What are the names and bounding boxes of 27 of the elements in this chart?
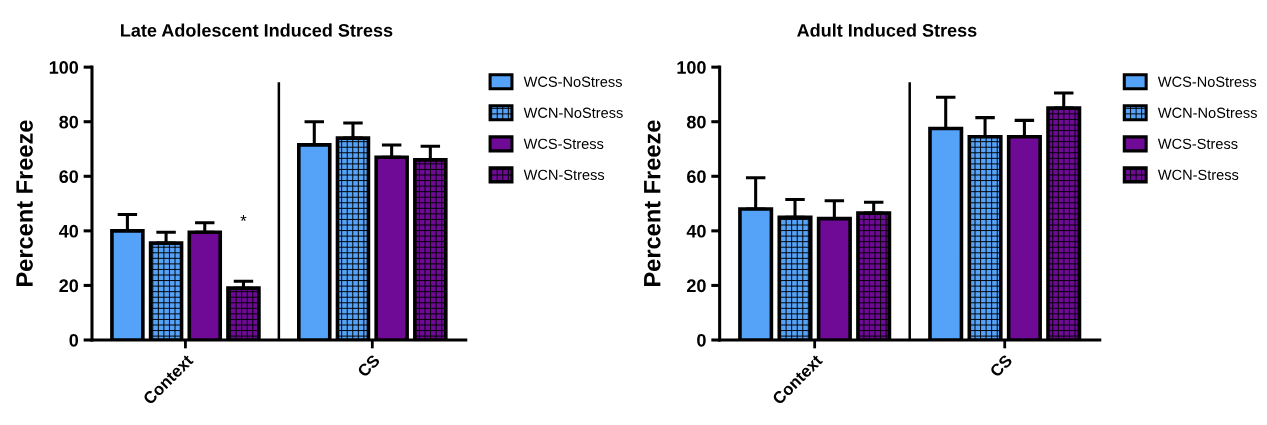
y-tick-label: 100 bbox=[49, 61, 79, 74]
y-tick-label: 20 bbox=[687, 279, 706, 293]
legend-label: WCN-NoStress bbox=[1157, 107, 1257, 118]
chart-title: Adult Induced Stress bbox=[797, 23, 977, 37]
y-axis-title: Percent Freeze bbox=[644, 120, 661, 286]
legend-label: WCS-NoStress bbox=[1157, 76, 1257, 87]
y-axis-title: Percent Freeze bbox=[16, 120, 33, 286]
y-tick-label: 40 bbox=[686, 224, 706, 238]
y-tick-label: 0 bbox=[69, 333, 79, 347]
legend-label: WCN-Stress bbox=[523, 169, 605, 180]
x-tick-label: CS bbox=[356, 353, 381, 378]
legend-label: WCS-Stress bbox=[1157, 138, 1238, 149]
chart-title: Late Adolescent Induced Stress bbox=[121, 23, 393, 37]
legend-label: WCS-NoStress bbox=[523, 76, 622, 87]
y-tick-label: 20 bbox=[59, 279, 79, 293]
y-tick-label: 40 bbox=[58, 224, 79, 238]
x-tick-label: CS bbox=[989, 353, 1013, 378]
y-tick-label: 0 bbox=[697, 333, 706, 347]
y-tick-label: 80 bbox=[686, 115, 706, 129]
y-tick-label: 80 bbox=[59, 115, 79, 129]
legend-label: WCN-Stress bbox=[1157, 169, 1239, 180]
y-tick-label: 60 bbox=[687, 170, 706, 184]
y-tick-label: 100 bbox=[677, 61, 706, 74]
annotation: * bbox=[240, 215, 247, 221]
y-tick-label: 60 bbox=[59, 170, 79, 184]
legend-label: WCS-Stress bbox=[523, 138, 604, 149]
legend-label: WCN-NoStress bbox=[523, 107, 623, 118]
